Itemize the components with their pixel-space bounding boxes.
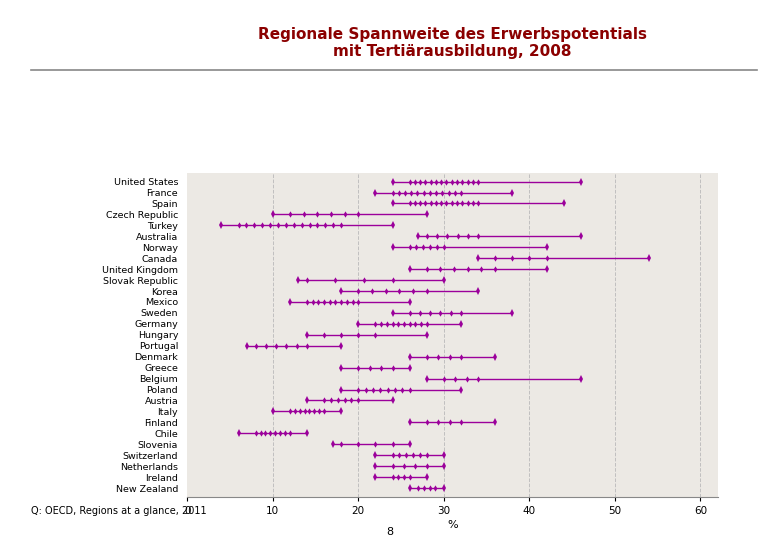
Text: Q: OECD, Regions at a glance, 2011: Q: OECD, Regions at a glance, 2011 — [31, 505, 207, 516]
Text: 8: 8 — [386, 526, 394, 537]
X-axis label: %: % — [447, 520, 458, 530]
Text: Regionale Spannweite des Erwerbspotentials
mit Tertiärausbildung, 2008: Regionale Spannweite des Erwerbspotentia… — [258, 27, 647, 59]
